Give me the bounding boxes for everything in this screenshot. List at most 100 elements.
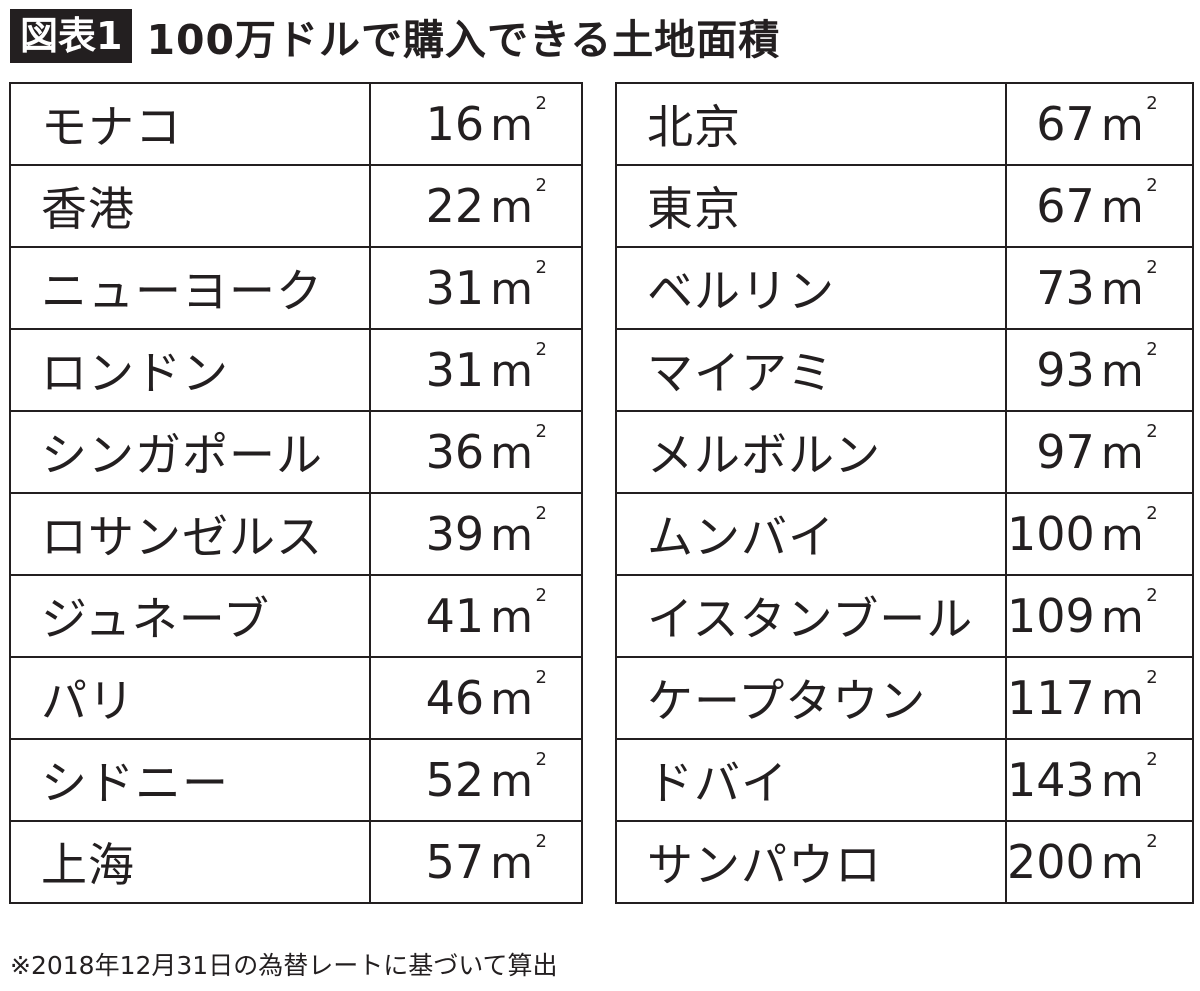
unit-superscript: 2 bbox=[535, 831, 547, 852]
land-area-value: 36 bbox=[425, 425, 485, 479]
unit-base: m bbox=[1100, 510, 1144, 561]
table-body-right: 北京 67 m 2 東京 67 m 2 ベルリン 73 m 2 マイアミ 93 m 2 メルボルン 97 m 2 ムンバ… bbox=[615, 82, 1194, 904]
unit-superscript: 2 bbox=[1146, 831, 1158, 852]
city-name-cell: ベルリン bbox=[615, 246, 1007, 330]
land-area-value: 93 bbox=[1036, 343, 1095, 397]
land-area-value: 200 bbox=[1007, 835, 1095, 889]
table-row: イスタンブール 109 m 2 bbox=[615, 574, 1194, 658]
city-name-cell: メルボルン bbox=[615, 410, 1007, 494]
city-name-cell: パリ bbox=[9, 656, 371, 740]
city-name-cell: 香港 bbox=[9, 164, 371, 248]
unit-base: m bbox=[490, 182, 533, 233]
land-area-value: 67 bbox=[1036, 97, 1095, 151]
city-name-cell: サンパウロ bbox=[615, 820, 1007, 904]
table-row: メルボルン 97 m 2 bbox=[615, 410, 1194, 494]
land-area-cell: 109 m 2 bbox=[1005, 574, 1194, 658]
unit-superscript: 2 bbox=[535, 503, 547, 524]
unit-superscript: 2 bbox=[1146, 421, 1158, 442]
unit-base: m bbox=[1100, 756, 1144, 807]
unit-base: m bbox=[1100, 100, 1144, 151]
unit-superscript: 2 bbox=[1146, 257, 1158, 278]
city-name-cell: 東京 bbox=[615, 164, 1007, 248]
land-area-cell: 200 m 2 bbox=[1005, 820, 1194, 904]
land-area-value: 117 bbox=[1007, 671, 1095, 725]
table-row: シドニー 52 m 2 bbox=[9, 738, 583, 822]
land-area-cell: 31 m 2 bbox=[369, 328, 583, 412]
land-area-cell: 143 m 2 bbox=[1005, 738, 1194, 822]
unit-superscript: 2 bbox=[535, 421, 547, 442]
unit-base: m bbox=[490, 510, 533, 561]
land-area-cell: 52 m 2 bbox=[369, 738, 583, 822]
city-name-cell: ドバイ bbox=[615, 738, 1007, 822]
table-row: ベルリン 73 m 2 bbox=[615, 246, 1194, 330]
table-row: ロンドン 31 m 2 bbox=[9, 328, 583, 412]
unit-superscript: 2 bbox=[535, 93, 547, 114]
table-row: ジュネーブ 41 m 2 bbox=[9, 574, 583, 658]
land-area-value: 41 bbox=[425, 589, 485, 643]
land-area-value: 31 bbox=[425, 261, 485, 315]
unit-superscript: 2 bbox=[1146, 175, 1158, 196]
unit-base: m bbox=[1100, 182, 1144, 233]
city-name-cell: ケープタウン bbox=[615, 656, 1007, 740]
unit-base: m bbox=[490, 100, 533, 151]
land-area-value: 97 bbox=[1036, 425, 1095, 479]
unit-superscript: 2 bbox=[1146, 93, 1158, 114]
city-name-cell: ムンバイ bbox=[615, 492, 1007, 576]
land-area-table-left: モナコ 16 m 2 香港 22 m 2 ニューヨーク 31 m 2 ロンドン 31 m 2 シンガポール 36 m… bbox=[9, 82, 583, 904]
table-row: ニューヨーク 31 m 2 bbox=[9, 246, 583, 330]
city-name-cell: モナコ bbox=[9, 82, 371, 166]
land-area-table-right: 北京 67 m 2 東京 67 m 2 ベルリン 73 m 2 マイアミ 93 m 2 メルボルン 97 m 2 ムンバ… bbox=[615, 82, 1194, 904]
unit-superscript: 2 bbox=[1146, 585, 1158, 606]
table-row: 香港 22 m 2 bbox=[9, 164, 583, 248]
table-body-left: モナコ 16 m 2 香港 22 m 2 ニューヨーク 31 m 2 ロンドン 31 m 2 シンガポール 36 m… bbox=[9, 82, 583, 904]
table-row: ケープタウン 117 m 2 bbox=[615, 656, 1194, 740]
unit-base: m bbox=[1100, 838, 1144, 889]
land-area-value: 16 bbox=[425, 97, 485, 151]
unit-superscript: 2 bbox=[535, 585, 547, 606]
unit-base: m bbox=[1100, 264, 1144, 315]
city-name-cell: シドニー bbox=[9, 738, 371, 822]
table-row: モナコ 16 m 2 bbox=[9, 82, 583, 166]
land-area-value: 57 bbox=[425, 835, 485, 889]
unit-base: m bbox=[490, 838, 533, 889]
unit-base: m bbox=[490, 428, 533, 479]
land-area-value: 143 bbox=[1007, 753, 1095, 807]
unit-superscript: 2 bbox=[1146, 749, 1158, 770]
land-area-cell: 46 m 2 bbox=[369, 656, 583, 740]
unit-superscript: 2 bbox=[1146, 339, 1158, 360]
city-name-cell: シンガポール bbox=[9, 410, 371, 494]
land-area-value: 109 bbox=[1007, 589, 1095, 643]
city-name-cell: ニューヨーク bbox=[9, 246, 371, 330]
land-area-value: 31 bbox=[425, 343, 485, 397]
land-area-cell: 67 m 2 bbox=[1005, 82, 1194, 166]
land-area-cell: 73 m 2 bbox=[1005, 246, 1194, 330]
city-name-cell: ジュネーブ bbox=[9, 574, 371, 658]
land-area-value: 39 bbox=[425, 507, 485, 561]
land-area-value: 100 bbox=[1007, 507, 1095, 561]
land-area-cell: 41 m 2 bbox=[369, 574, 583, 658]
land-area-cell: 16 m 2 bbox=[369, 82, 583, 166]
land-area-value: 67 bbox=[1036, 179, 1095, 233]
city-name-cell: 上海 bbox=[9, 820, 371, 904]
table-row: シンガポール 36 m 2 bbox=[9, 410, 583, 494]
unit-superscript: 2 bbox=[535, 175, 547, 196]
unit-base: m bbox=[1100, 592, 1144, 643]
city-name-cell: ロサンゼルス bbox=[9, 492, 371, 576]
land-area-cell: 93 m 2 bbox=[1005, 328, 1194, 412]
unit-base: m bbox=[1100, 346, 1144, 397]
city-name-cell: 北京 bbox=[615, 82, 1007, 166]
land-area-cell: 100 m 2 bbox=[1005, 492, 1194, 576]
land-area-value: 22 bbox=[425, 179, 485, 233]
